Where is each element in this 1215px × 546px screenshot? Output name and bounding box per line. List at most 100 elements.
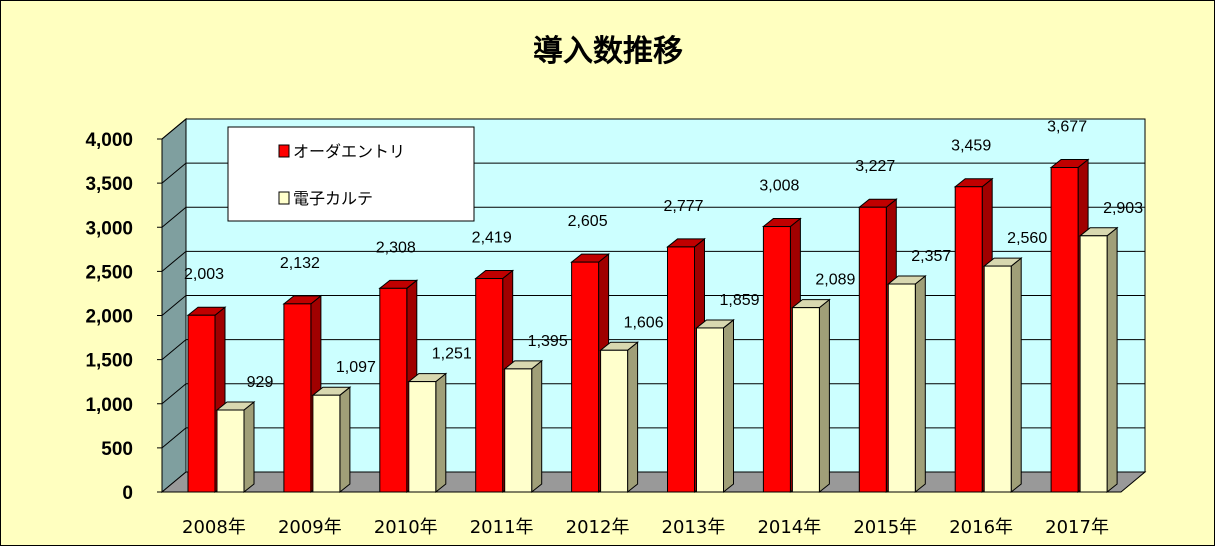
x-tick-label: 2010年 bbox=[374, 517, 438, 538]
chart-title: 導入数推移 bbox=[533, 34, 683, 69]
bar-group bbox=[599, 341, 640, 494]
x-tick-label: 2009年 bbox=[278, 517, 342, 538]
legend-label-emr: 電子カルテ bbox=[293, 189, 373, 208]
bar bbox=[600, 349, 629, 493]
bar bbox=[475, 278, 504, 493]
bar bbox=[1079, 235, 1108, 493]
data-label: 3,459 bbox=[951, 138, 991, 155]
gridline-side bbox=[161, 118, 187, 140]
bar bbox=[216, 409, 245, 493]
data-labels-layer: 2,003 929 2,132 1,097 2,308 1,251 2,419 1,395 2,… bbox=[184, 119, 1143, 392]
gridline-side bbox=[161, 427, 187, 449]
y-tick-label: 500 bbox=[101, 439, 133, 460]
bar-side bbox=[435, 372, 447, 494]
gridline-side bbox=[161, 295, 187, 316]
data-label: 1,859 bbox=[719, 292, 759, 309]
data-label: 2,419 bbox=[472, 230, 512, 247]
data-label: 1,251 bbox=[432, 346, 472, 363]
data-label: 2,132 bbox=[280, 255, 320, 272]
bar-group bbox=[407, 372, 448, 494]
bar bbox=[667, 246, 695, 493]
bar-side bbox=[723, 318, 734, 494]
bar-side bbox=[818, 298, 830, 494]
data-label: 2,605 bbox=[568, 213, 608, 230]
bar-side bbox=[531, 359, 543, 494]
bar bbox=[858, 206, 887, 493]
gridline-side bbox=[161, 206, 187, 228]
y-tick-label: 0 bbox=[122, 483, 133, 504]
y-tick-label: 3,500 bbox=[85, 174, 133, 195]
data-label: 1,097 bbox=[336, 359, 376, 376]
bar-group bbox=[666, 237, 706, 494]
bar-group bbox=[982, 257, 1023, 494]
legend-swatch-emr bbox=[278, 191, 290, 205]
data-label: 2,560 bbox=[1007, 230, 1047, 247]
bar-group bbox=[1078, 226, 1119, 494]
bar-group bbox=[503, 359, 544, 494]
y-tick-label: 1,000 bbox=[85, 395, 133, 416]
data-label: 1,606 bbox=[624, 314, 664, 331]
bar bbox=[504, 368, 533, 493]
y-tick-label: 1,500 bbox=[85, 351, 133, 372]
bar bbox=[983, 265, 1012, 493]
data-label: 929 bbox=[247, 374, 274, 391]
x-tick-label: 2011年 bbox=[470, 517, 534, 538]
x-tick-label: 2015年 bbox=[853, 517, 917, 538]
bar-group bbox=[886, 274, 927, 494]
gridline-side bbox=[161, 162, 187, 184]
bar bbox=[187, 314, 216, 493]
data-label: 3,227 bbox=[855, 158, 895, 175]
data-label: 2,308 bbox=[376, 239, 416, 256]
x-tick-label: 2008年 bbox=[182, 517, 246, 538]
bar-group bbox=[311, 386, 352, 494]
data-label: 2,089 bbox=[815, 272, 855, 289]
bar-group bbox=[215, 400, 256, 494]
x-tick-label: 2017年 bbox=[1045, 517, 1109, 538]
bar-group bbox=[790, 298, 831, 494]
bar bbox=[379, 287, 408, 493]
bar-side bbox=[1106, 226, 1118, 494]
gridline-side bbox=[161, 383, 187, 405]
bar-side bbox=[627, 341, 639, 494]
gridline-side bbox=[161, 250, 187, 272]
bar bbox=[1050, 167, 1079, 493]
y-tick-label: 2,500 bbox=[85, 262, 133, 283]
data-label: 2,357 bbox=[911, 248, 951, 265]
bar bbox=[283, 303, 312, 493]
y-tick-label: 2,000 bbox=[85, 307, 133, 328]
data-label: 2,777 bbox=[663, 198, 703, 215]
x-tick-label: 2013年 bbox=[662, 517, 726, 538]
gridline-side bbox=[161, 339, 187, 361]
bar bbox=[696, 327, 724, 493]
data-label: 3,008 bbox=[759, 178, 799, 195]
bar bbox=[312, 394, 341, 493]
bar-side bbox=[914, 274, 926, 494]
x-tick-label: 2014年 bbox=[757, 517, 821, 538]
bar bbox=[954, 186, 983, 493]
bar-group bbox=[695, 318, 735, 494]
bar-side bbox=[243, 400, 255, 494]
legend-box bbox=[227, 126, 475, 222]
bars-layer bbox=[186, 158, 1119, 494]
bar bbox=[571, 261, 600, 493]
bar bbox=[791, 307, 820, 493]
bar bbox=[887, 283, 916, 493]
bar-side bbox=[1010, 257, 1022, 494]
legend: オーダエントリ 電子カルテ bbox=[227, 126, 475, 222]
legend-label-order-entry: オーダエントリ bbox=[293, 142, 405, 161]
data-label: 3,677 bbox=[1047, 119, 1087, 136]
axes-layer: 0 500 1,000 1,500 2,000 2,500 3,000 3,500 4,000 2… bbox=[85, 130, 1121, 538]
x-tick-label: 2016年 bbox=[949, 517, 1013, 538]
y-tick-label: 4,000 bbox=[85, 130, 133, 151]
bar-side bbox=[339, 386, 351, 494]
data-label: 1,395 bbox=[528, 333, 568, 350]
data-label: 2,903 bbox=[1103, 200, 1143, 217]
x-tick-label: 2012年 bbox=[566, 517, 630, 538]
bar bbox=[408, 381, 437, 493]
data-label: 2,003 bbox=[184, 266, 224, 283]
bar bbox=[762, 226, 791, 493]
legend-swatch-order-entry bbox=[278, 144, 290, 158]
y-tick-label: 3,000 bbox=[85, 218, 133, 239]
